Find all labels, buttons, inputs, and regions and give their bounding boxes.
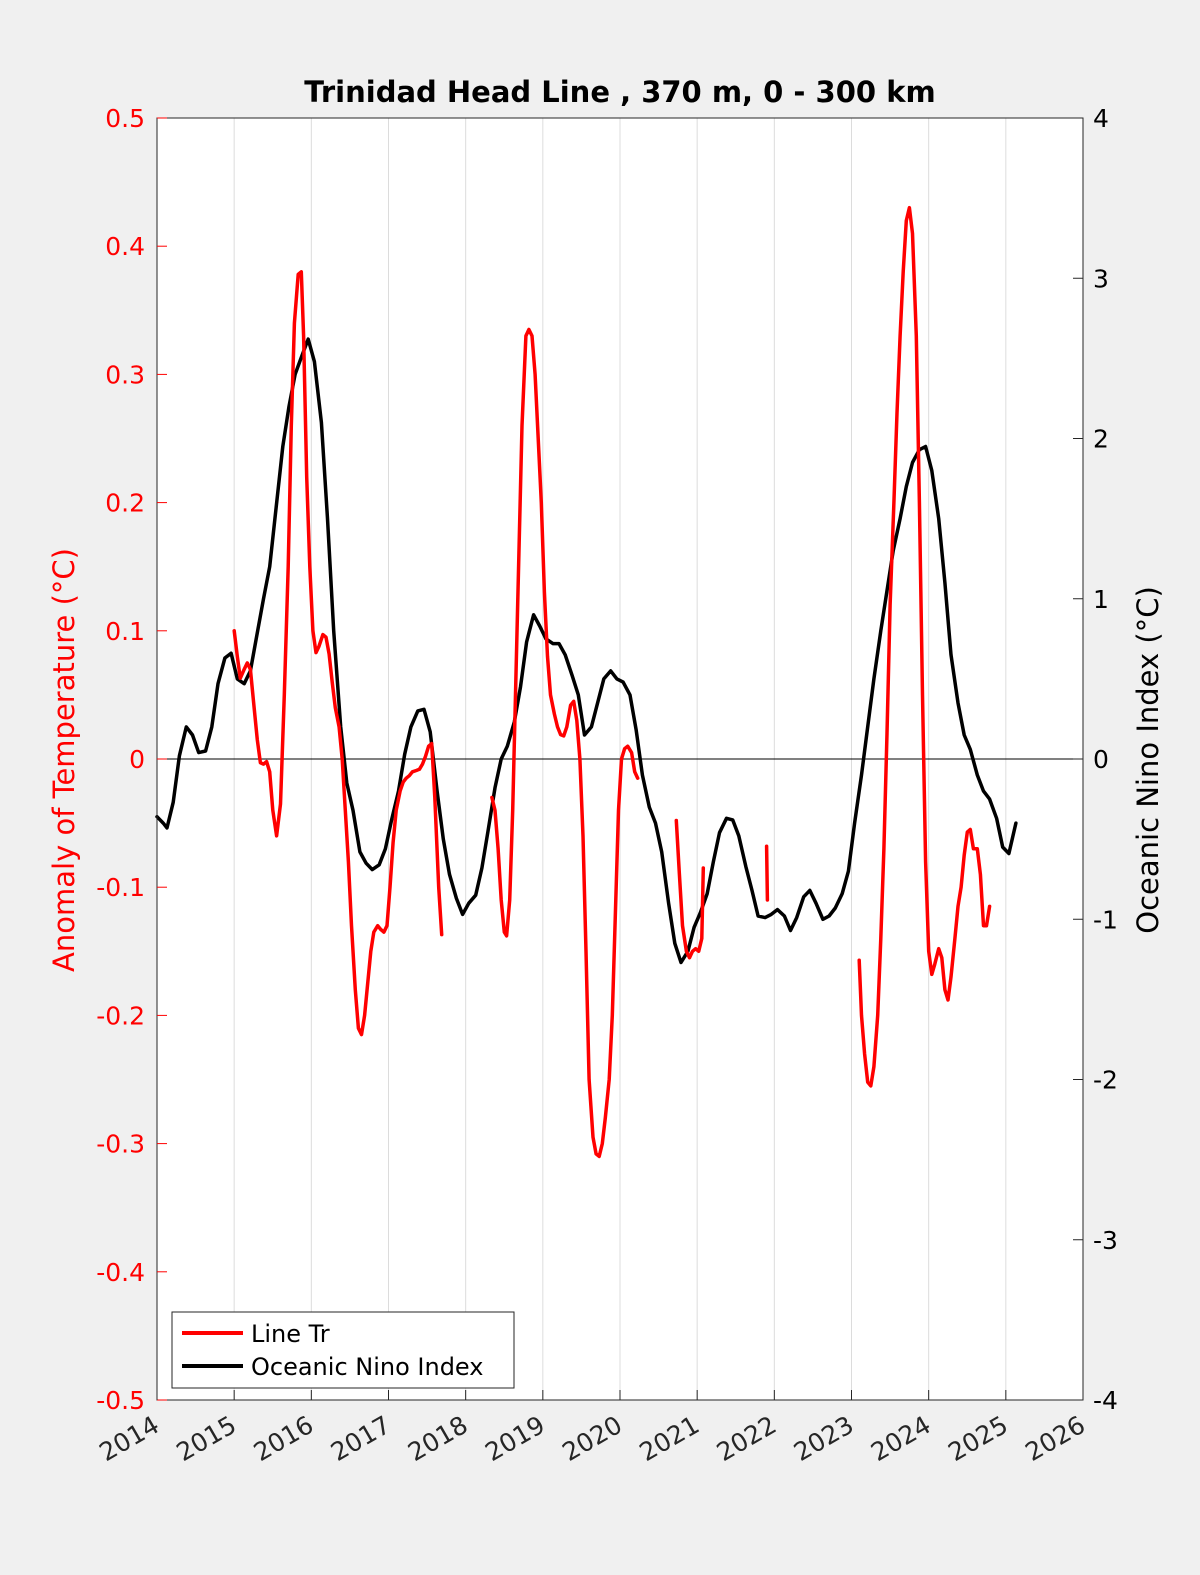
series-layer bbox=[155, 205, 1018, 1159]
right-tick-label: 3 bbox=[1093, 264, 1109, 293]
line-tr-segment bbox=[857, 205, 992, 1088]
left-tick-label: 0.1 bbox=[105, 617, 145, 646]
left-tick-label: 0.3 bbox=[105, 360, 145, 389]
y-axis-label-left: Anomaly of Temperature (°C) bbox=[47, 548, 81, 972]
right-tick-label: 2 bbox=[1093, 425, 1109, 454]
line-tr-segment bbox=[490, 327, 640, 1159]
right-tick-label: 1 bbox=[1093, 585, 1109, 614]
legend: Line Tr Oceanic Nino Index bbox=[171, 1311, 515, 1389]
left-tick-label: -0.5 bbox=[96, 1386, 145, 1415]
right-axis: -4 -3 -2 -1 0 1 2 3 4 bbox=[1073, 104, 1118, 1415]
legend-label-oni: Oceanic Nino Index bbox=[251, 1353, 483, 1381]
oni-segment bbox=[155, 337, 1018, 965]
left-tick-label: 0.4 bbox=[105, 232, 145, 261]
left-tick-label: -0.2 bbox=[96, 1001, 145, 1030]
line-tr-segment bbox=[232, 270, 444, 1037]
left-tick-label: 0 bbox=[129, 745, 145, 774]
right-tick-label: 4 bbox=[1093, 104, 1109, 133]
left-axis: -0.5 -0.4 -0.3 -0.2 -0.1 0 0.1 0.2 0.3 0.4 0.5 bbox=[96, 104, 167, 1415]
line-tr-segment bbox=[674, 818, 706, 960]
right-tick-label: -3 bbox=[1093, 1226, 1118, 1255]
left-tick-label: -0.3 bbox=[96, 1130, 145, 1159]
right-tick-label: -2 bbox=[1093, 1066, 1118, 1095]
chart-title: Trinidad Head Line , 370 m, 0 - 300 km bbox=[304, 75, 935, 109]
right-tick-label: -4 bbox=[1093, 1386, 1118, 1415]
y-axis-label-right: Oceanic Nino Index (°C) bbox=[1131, 586, 1165, 934]
left-tick-label: -0.1 bbox=[96, 873, 145, 902]
right-tick-label: -1 bbox=[1093, 905, 1118, 934]
left-tick-label: 0.2 bbox=[105, 489, 145, 518]
left-tick-label: 0.5 bbox=[105, 104, 145, 133]
line-tr-segment bbox=[764, 844, 770, 902]
right-tick-label: 0 bbox=[1093, 745, 1109, 774]
legend-label-line-tr: Line Tr bbox=[251, 1320, 330, 1348]
legend-box bbox=[171, 1311, 515, 1389]
left-tick-label: -0.4 bbox=[96, 1258, 145, 1287]
